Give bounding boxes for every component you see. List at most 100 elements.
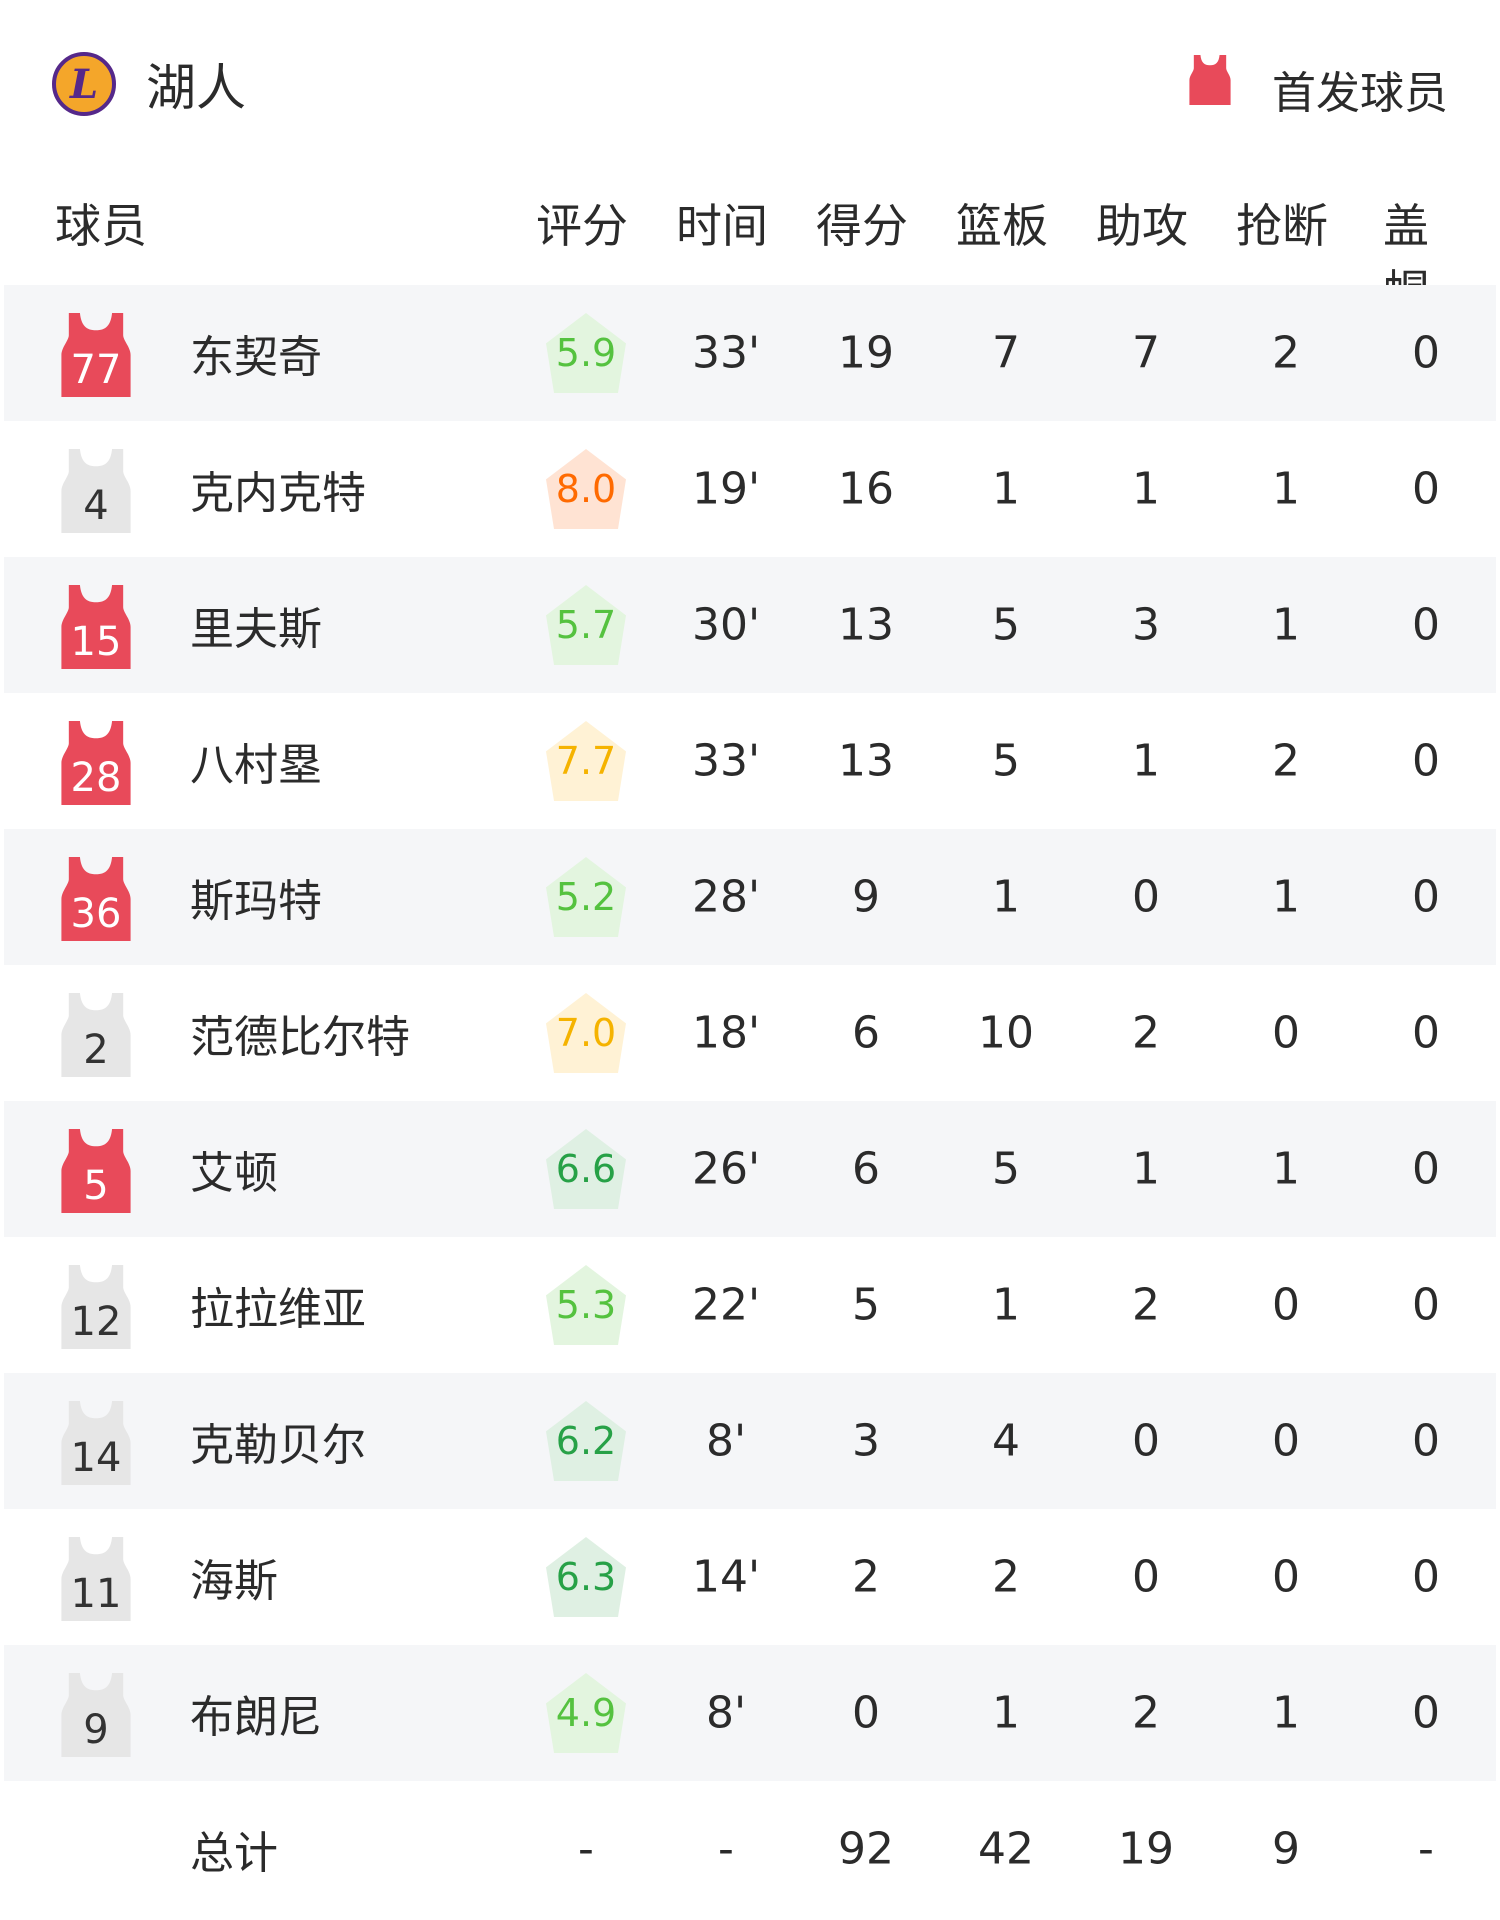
rating-badge: 5.9 bbox=[546, 313, 626, 393]
stat-pts: 3 bbox=[852, 1415, 880, 1467]
jersey-icon: 9 bbox=[61, 1673, 131, 1757]
jersey-icon: 28 bbox=[61, 721, 131, 805]
player-name[interactable]: 海斯 bbox=[190, 1556, 278, 1607]
column-header[interactable]: 抢断 bbox=[1236, 199, 1328, 253]
jersey-number: 5 bbox=[83, 1163, 109, 1209]
table-row[interactable]: 12 拉拉维亚 5.3 22' 5 1 2 0 0 bbox=[4, 1237, 1496, 1373]
stat-ast: 2 bbox=[1132, 1687, 1160, 1739]
stat-stl: 0 bbox=[1272, 1007, 1300, 1059]
player-name[interactable]: 艾顿 bbox=[190, 1148, 278, 1199]
stat-time: 33' bbox=[691, 735, 761, 787]
player-name[interactable]: 里夫斯 bbox=[190, 604, 322, 655]
total-blk: - bbox=[1418, 1823, 1434, 1875]
jersey-number: 11 bbox=[70, 1571, 122, 1617]
stat-pts: 6 bbox=[852, 1143, 880, 1195]
stat-time: 33' bbox=[691, 327, 761, 379]
table-row[interactable]: 4 克内克特 8.0 19' 16 1 1 1 0 bbox=[4, 421, 1496, 557]
column-header[interactable]: 助攻 bbox=[1096, 199, 1188, 253]
stat-stl: 0 bbox=[1272, 1551, 1300, 1603]
player-name[interactable]: 拉拉维亚 bbox=[190, 1284, 366, 1335]
stat-pts: 0 bbox=[852, 1687, 880, 1739]
column-header[interactable]: 球员 bbox=[55, 199, 147, 253]
column-headers: 球员评分时间得分篮板助攻抢断盖帽 bbox=[0, 190, 1500, 319]
total-ast: 19 bbox=[1118, 1823, 1174, 1875]
total-time: - bbox=[718, 1823, 734, 1875]
jersey-number: 12 bbox=[70, 1299, 122, 1345]
stat-blk: 0 bbox=[1412, 1551, 1440, 1603]
column-header[interactable]: 篮板 bbox=[956, 199, 1048, 253]
totals-label: 总计 bbox=[190, 1828, 278, 1879]
table-row[interactable]: 9 布朗尼 4.9 8' 0 1 2 1 0 bbox=[4, 1645, 1496, 1781]
player-name[interactable]: 布朗尼 bbox=[190, 1692, 322, 1743]
stat-blk: 0 bbox=[1412, 1143, 1440, 1195]
stat-time: 22' bbox=[691, 1279, 761, 1331]
stat-time: 8' bbox=[705, 1415, 747, 1467]
stat-pts: 13 bbox=[838, 735, 894, 787]
jersey-number: 36 bbox=[70, 891, 122, 937]
stat-stl: 2 bbox=[1272, 327, 1300, 379]
jersey-icon: 36 bbox=[61, 857, 131, 941]
rating-badge: 8.0 bbox=[546, 449, 626, 529]
column-header[interactable]: 得分 bbox=[816, 199, 908, 253]
stat-time: 8' bbox=[705, 1687, 747, 1739]
rating-badge: 7.0 bbox=[546, 993, 626, 1073]
stat-time: 30' bbox=[691, 599, 761, 651]
stat-ast: 1 bbox=[1132, 735, 1160, 787]
player-name[interactable]: 八村塁 bbox=[190, 740, 322, 791]
table-row[interactable]: 14 克勒贝尔 6.2 8' 3 4 0 0 0 bbox=[4, 1373, 1496, 1509]
table-row[interactable]: 5 艾顿 6.6 26' 6 5 1 1 0 bbox=[4, 1101, 1496, 1237]
rating-badge: 6.3 bbox=[546, 1537, 626, 1617]
player-name[interactable]: 东契奇 bbox=[190, 332, 322, 383]
stat-stl: 1 bbox=[1272, 871, 1300, 923]
stat-pts: 19 bbox=[838, 327, 894, 379]
table-row[interactable]: 36 斯玛特 5.2 28' 9 1 0 1 0 bbox=[4, 829, 1496, 965]
rating-badge: 5.3 bbox=[546, 1265, 626, 1345]
stat-time: 14' bbox=[691, 1551, 761, 1603]
stat-reb: 1 bbox=[992, 871, 1020, 923]
stat-blk: 0 bbox=[1412, 463, 1440, 515]
jersey-icon: 15 bbox=[61, 585, 131, 669]
jersey-number: 15 bbox=[70, 619, 122, 665]
jersey-icon: 12 bbox=[61, 1265, 131, 1349]
column-header[interactable]: 时间 bbox=[676, 199, 768, 253]
stat-ast: 1 bbox=[1132, 463, 1160, 515]
stat-stl: 1 bbox=[1272, 463, 1300, 515]
rating-badge: 6.6 bbox=[546, 1129, 626, 1209]
legend-label: 首发球员 bbox=[1272, 68, 1448, 119]
stat-blk: 0 bbox=[1412, 1007, 1440, 1059]
stat-blk: 0 bbox=[1412, 735, 1440, 787]
stat-ast: 0 bbox=[1132, 1415, 1160, 1467]
stat-time: 18' bbox=[691, 1007, 761, 1059]
stat-reb: 1 bbox=[992, 1279, 1020, 1331]
stat-pts: 13 bbox=[838, 599, 894, 651]
table-row[interactable]: 15 里夫斯 5.7 30' 13 5 3 1 0 bbox=[4, 557, 1496, 693]
jersey-number: 2 bbox=[83, 1027, 109, 1073]
player-name[interactable]: 范德比尔特 bbox=[190, 1012, 410, 1063]
stat-blk: 0 bbox=[1412, 871, 1440, 923]
table-row[interactable]: 77 东契奇 5.9 33' 19 7 7 2 0 bbox=[4, 285, 1496, 421]
stat-ast: 0 bbox=[1132, 1551, 1160, 1603]
stat-pts: 5 bbox=[852, 1279, 880, 1331]
total-stl: 9 bbox=[1272, 1823, 1300, 1875]
jersey-icon: 11 bbox=[61, 1537, 131, 1621]
total-rating: - bbox=[578, 1823, 594, 1875]
rating-badge: 6.2 bbox=[546, 1401, 626, 1481]
stat-pts: 16 bbox=[838, 463, 894, 515]
stat-blk: 0 bbox=[1412, 1415, 1440, 1467]
player-name[interactable]: 克内克特 bbox=[190, 468, 366, 519]
stat-reb: 1 bbox=[992, 463, 1020, 515]
table-row[interactable]: 28 八村塁 7.7 33' 13 5 1 2 0 bbox=[4, 693, 1496, 829]
jersey-number: 28 bbox=[70, 755, 122, 801]
player-name[interactable]: 斯玛特 bbox=[190, 876, 322, 927]
stat-ast: 1 bbox=[1132, 1143, 1160, 1195]
column-header[interactable]: 评分 bbox=[536, 199, 628, 253]
stat-reb: 5 bbox=[992, 599, 1020, 651]
team-logo: L bbox=[52, 52, 116, 116]
table-row[interactable]: 2 范德比尔特 7.0 18' 6 10 2 0 0 bbox=[4, 965, 1496, 1101]
table-row[interactable]: 11 海斯 6.3 14' 2 2 0 0 0 bbox=[4, 1509, 1496, 1645]
stat-ast: 2 bbox=[1132, 1007, 1160, 1059]
rating-badge: 7.7 bbox=[546, 721, 626, 801]
player-name[interactable]: 克勒贝尔 bbox=[190, 1420, 366, 1471]
total-reb: 42 bbox=[978, 1823, 1034, 1875]
totals-row: 总计 - - 92 42 19 9 - bbox=[4, 1781, 1496, 1917]
